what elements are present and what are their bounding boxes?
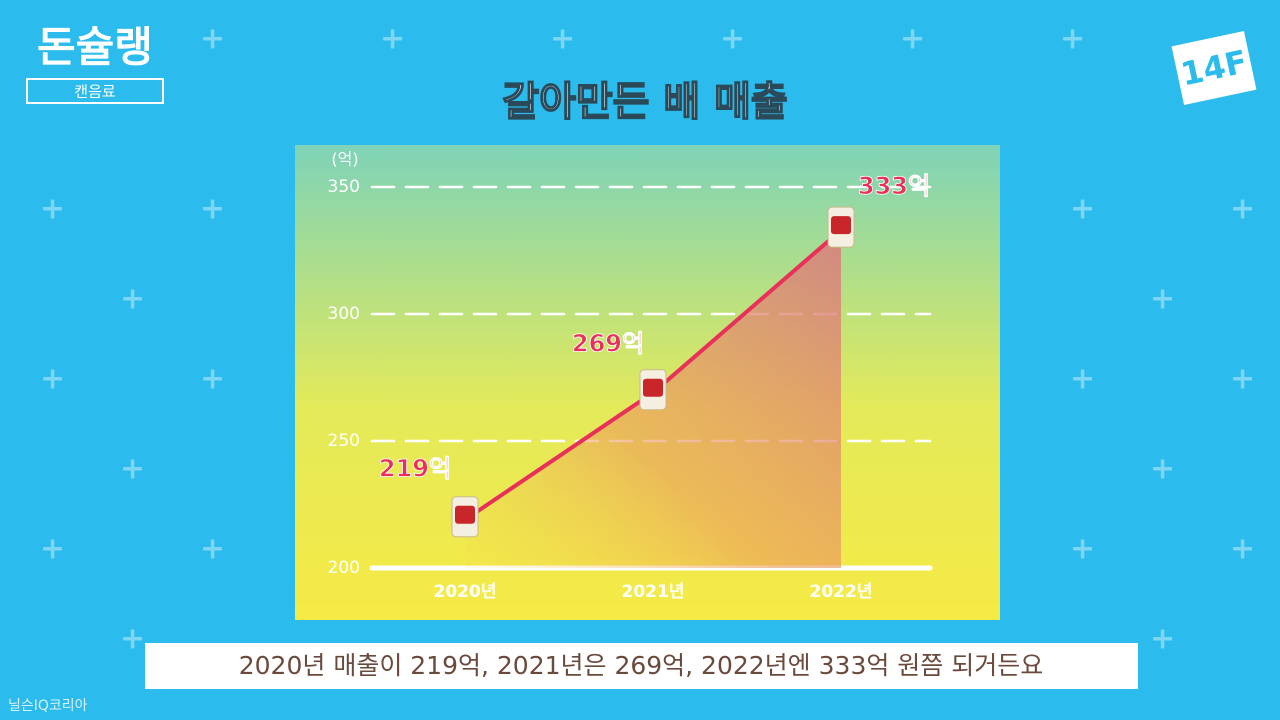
can-label: [455, 505, 475, 524]
value-label: 269억: [572, 330, 644, 358]
svg-text:+: +: [120, 282, 145, 317]
can-marker: [639, 369, 667, 411]
svg-text:+: +: [1070, 192, 1095, 227]
svg-text:+: +: [120, 452, 145, 487]
svg-text:+: +: [1150, 452, 1175, 487]
svg-text:+: +: [200, 532, 225, 567]
can-label: [831, 216, 851, 235]
can-marker: [827, 206, 855, 248]
svg-text:+: +: [1150, 622, 1175, 657]
background-crosses: + + + + + + + + + + + + + + + + + + + + + + + +: [40, 22, 1255, 657]
svg-text:+: +: [1060, 22, 1085, 57]
logo-title: 돈슐랭: [37, 23, 153, 72]
logo-box: [26, 78, 164, 104]
can-label: [643, 378, 663, 397]
svg-text:+: +: [1230, 192, 1255, 227]
svg-text:+: +: [40, 192, 65, 227]
y-axis-label: (억): [331, 150, 358, 169]
source: 닐슨IQ코리아: [8, 698, 88, 714]
svg-text:+: +: [1150, 282, 1175, 317]
svg-text:+: +: [1230, 362, 1255, 397]
x-tick-label: 2020년: [434, 582, 497, 602]
svg-text:+: +: [1070, 532, 1095, 567]
channel-badge: [1171, 30, 1257, 106]
x-tick-label: 2021년: [622, 582, 685, 602]
svg-text:+: +: [200, 362, 225, 397]
x-tick-label: 2022년: [810, 582, 873, 602]
svg-text:+: +: [550, 22, 575, 57]
y-tick-label: 350: [328, 177, 360, 197]
value-label: 219억: [379, 455, 451, 483]
svg-text:+: +: [200, 192, 225, 227]
svg-text:+: +: [40, 532, 65, 567]
svg-text:+: +: [380, 22, 405, 57]
svg-text:+: +: [120, 622, 145, 657]
y-tick-label: 300: [328, 304, 360, 324]
y-tick-label: 200: [328, 558, 360, 578]
svg-text:+: +: [40, 362, 65, 397]
chart-title: 갈아만든 배 매출: [502, 79, 787, 125]
value-label: 333억: [858, 172, 930, 200]
svg-text:+: +: [720, 22, 745, 57]
y-tick-label: 250: [328, 431, 360, 451]
caption: 2020년 매출이 219억, 2021년은 269억, 2022년엔 333억…: [239, 651, 1044, 680]
svg-text:+: +: [200, 22, 225, 57]
svg-text:+: +: [1230, 532, 1255, 567]
caption-box: [145, 643, 1138, 689]
svg-text:+: +: [1070, 362, 1095, 397]
logo-subtitle: 캔음료: [74, 83, 116, 101]
svg-text:+: +: [900, 22, 925, 57]
can-marker: [451, 496, 479, 538]
